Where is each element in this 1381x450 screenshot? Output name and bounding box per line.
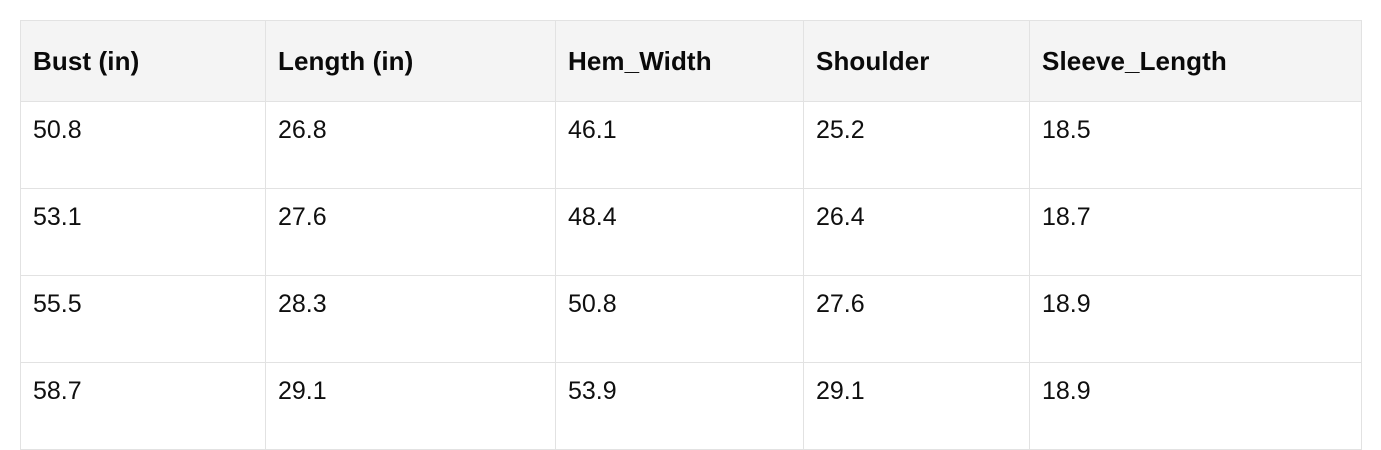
cell-bust: 53.1 (20, 188, 266, 276)
cell-shoulder: 25.2 (803, 101, 1030, 189)
table-row: 58.7 29.1 53.9 29.1 18.9 (20, 362, 1362, 450)
table-row: 55.5 28.3 50.8 27.6 18.9 (20, 275, 1362, 363)
page-root: Bust (in) Length (in) Hem_Width Shoulder… (20, 20, 1362, 450)
cell-sleeve-length: 18.7 (1029, 188, 1362, 276)
cell-length: 27.6 (265, 188, 556, 276)
cell-sleeve-length: 18.9 (1029, 275, 1362, 363)
table-header-row: Bust (in) Length (in) Hem_Width Shoulder… (20, 20, 1362, 102)
size-chart-table: Bust (in) Length (in) Hem_Width Shoulder… (20, 20, 1362, 450)
cell-bust: 58.7 (20, 362, 266, 450)
cell-length: 26.8 (265, 101, 556, 189)
cell-shoulder: 29.1 (803, 362, 1030, 450)
table-body: 50.8 26.8 46.1 25.2 18.5 53.1 27.6 48.4 … (20, 101, 1362, 450)
size-chart-table-container: Bust (in) Length (in) Hem_Width Shoulder… (20, 20, 1362, 450)
cell-length: 29.1 (265, 362, 556, 450)
table-header: Bust (in) Length (in) Hem_Width Shoulder… (20, 20, 1362, 102)
cell-length: 28.3 (265, 275, 556, 363)
cell-hem-width: 53.9 (555, 362, 804, 450)
table-row: 50.8 26.8 46.1 25.2 18.5 (20, 101, 1362, 189)
cell-hem-width: 48.4 (555, 188, 804, 276)
column-header-hem-width[interactable]: Hem_Width (555, 20, 804, 102)
column-header-shoulder[interactable]: Shoulder (803, 20, 1030, 102)
table-row: 53.1 27.6 48.4 26.4 18.7 (20, 188, 1362, 276)
column-header-sleeve-length[interactable]: Sleeve_Length (1029, 20, 1362, 102)
cell-sleeve-length: 18.9 (1029, 362, 1362, 450)
cell-bust: 55.5 (20, 275, 266, 363)
cell-shoulder: 27.6 (803, 275, 1030, 363)
cell-sleeve-length: 18.5 (1029, 101, 1362, 189)
cell-hem-width: 46.1 (555, 101, 804, 189)
column-header-bust[interactable]: Bust (in) (20, 20, 266, 102)
column-header-length[interactable]: Length (in) (265, 20, 556, 102)
cell-shoulder: 26.4 (803, 188, 1030, 276)
cell-hem-width: 50.8 (555, 275, 804, 363)
cell-bust: 50.8 (20, 101, 266, 189)
